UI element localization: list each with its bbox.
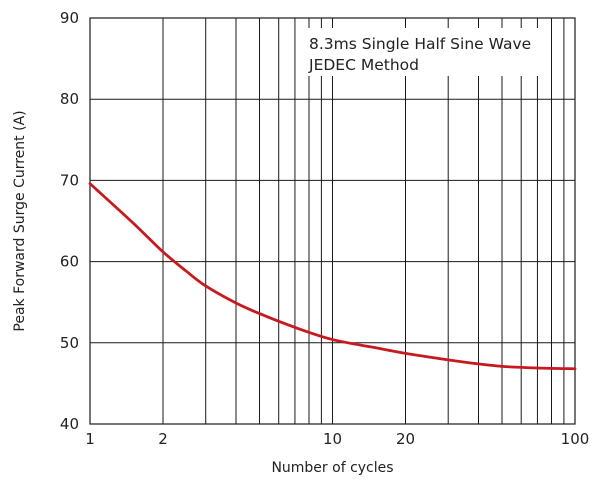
grid <box>90 18 575 424</box>
annotation-background <box>306 28 542 76</box>
x-tick-label: 100 <box>561 430 590 448</box>
y-axis-title: Peak Forward Surge Current (A) <box>12 110 28 331</box>
x-axis-title: Number of cycles <box>271 460 393 476</box>
y-tick-label: 60 <box>60 253 79 271</box>
annotation-line-2: JEDEC Method <box>308 56 419 74</box>
plot-frame <box>89 17 576 425</box>
y-tick-label: 40 <box>60 415 79 433</box>
y-tick-label: 50 <box>60 334 79 352</box>
x-tick-label: 10 <box>323 430 342 448</box>
y-tick-label: 90 <box>60 9 79 27</box>
y-tick-label: 70 <box>60 171 79 189</box>
x-tick-label: 1 <box>85 430 95 448</box>
y-tick-label: 80 <box>60 90 79 108</box>
surge-current-curve <box>88 182 577 371</box>
x-tick-label: 2 <box>158 430 168 448</box>
annotation-line-1: 8.3ms Single Half Sine Wave <box>309 35 531 53</box>
tick-labels: 1 2 10 20 100 40 50 60 70 80 90 <box>60 9 589 448</box>
x-tick-label: 20 <box>396 430 415 448</box>
series-layer <box>88 182 577 371</box>
